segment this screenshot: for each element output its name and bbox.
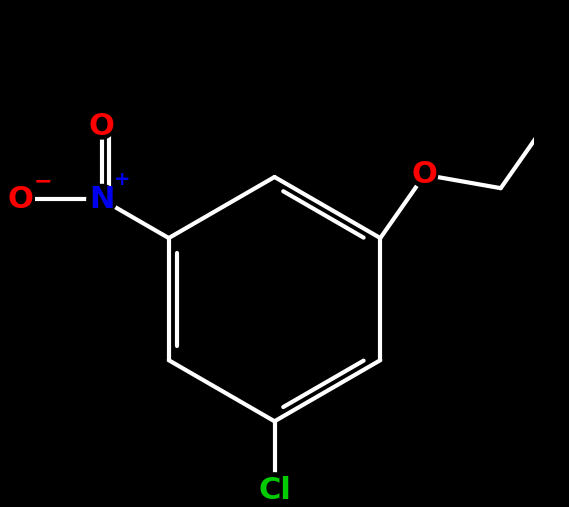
Circle shape bbox=[257, 473, 292, 507]
Text: +: + bbox=[114, 170, 131, 190]
Circle shape bbox=[89, 113, 115, 139]
Text: O: O bbox=[412, 160, 438, 189]
Text: N: N bbox=[89, 185, 114, 214]
Text: O: O bbox=[89, 112, 115, 140]
Circle shape bbox=[411, 162, 438, 188]
Text: O: O bbox=[8, 185, 34, 214]
Text: Cl: Cl bbox=[258, 476, 291, 505]
Circle shape bbox=[8, 187, 34, 212]
Circle shape bbox=[87, 185, 117, 214]
Text: −: − bbox=[33, 171, 52, 192]
